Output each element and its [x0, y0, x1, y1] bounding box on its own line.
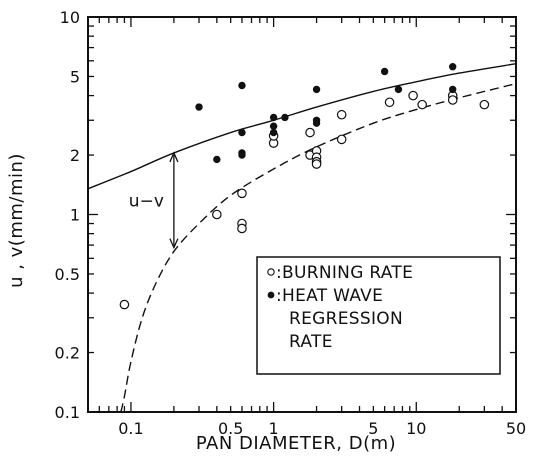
legend-label-heat-wave-line3: RATE [289, 332, 333, 352]
point-burning-rate [479, 99, 490, 110]
point-burning-rate [336, 109, 347, 120]
point-burning-rate [305, 127, 315, 138]
x-tick-label: 5 [368, 419, 378, 438]
point-burning-rate [237, 223, 247, 234]
x-tick-label: 1 [269, 419, 279, 438]
x-tick-label: 50 [506, 419, 526, 438]
point-burning-rate [408, 90, 418, 101]
legend-marker-heat-wave [267, 291, 275, 299]
legend-label-heat-wave-line1: :HEAT WAVE [276, 286, 383, 306]
curve-dashed [120, 82, 516, 412]
point-burning-rate [384, 97, 395, 108]
ticks-group: 0.1 0.2 0.5 1 2 5 10 0.1 0.5 1 5 10 50 [55, 8, 527, 438]
point-heat-wave [213, 155, 221, 164]
legend-marker-burning-rate [267, 268, 275, 276]
point-heat-wave [394, 85, 403, 94]
annotation-u-v: u−v [129, 191, 164, 211]
point-burning-rate [119, 299, 130, 310]
annotation-arrow-head-top [169, 151, 179, 163]
annotation-group: u−v [129, 151, 179, 250]
points-group [119, 63, 490, 310]
point-burning-rate [417, 99, 427, 110]
legend: :BURNING RATE :HEAT WAVE REGRESSION RATE [256, 256, 501, 375]
y-tick-label: 0.1 [55, 403, 80, 422]
curve-solid [88, 63, 516, 190]
point-heat-wave [195, 103, 203, 111]
x-axis-title: PAN DIAMETER, D(m) [196, 433, 396, 454]
legend-box [256, 256, 501, 375]
point-heat-wave [238, 81, 246, 90]
point-heat-wave [312, 119, 321, 127]
point-heat-wave [380, 67, 389, 76]
point-heat-wave [269, 128, 278, 137]
curves-group [88, 63, 516, 412]
point-heat-wave [312, 85, 321, 94]
point-heat-wave [448, 85, 457, 94]
point-heat-wave [448, 63, 457, 71]
legend-label-burning-rate: :BURNING RATE [276, 263, 413, 283]
point-heat-wave [281, 113, 289, 122]
point-burning-rate [447, 95, 458, 105]
y-tick-label: 0.2 [55, 344, 80, 363]
annotation-arrow-head-bottom [169, 238, 179, 250]
x-tick-label: 10 [406, 419, 426, 438]
point-heat-wave [269, 122, 278, 130]
x-tick-label: 0.5 [218, 419, 243, 438]
point-burning-rate [311, 159, 322, 169]
y-tick-label: 10 [60, 8, 80, 27]
y-axis-title: u , v(mm/min) [6, 153, 27, 288]
x-tick-label: 0.1 [118, 419, 143, 438]
y-tick-label: 5 [70, 67, 80, 86]
point-burning-rate [336, 134, 347, 145]
point-heat-wave [238, 128, 246, 137]
point-burning-rate [237, 188, 247, 199]
point-burning-rate [212, 209, 222, 220]
point-heat-wave [269, 113, 278, 122]
y-tick-label: 0.5 [55, 265, 80, 284]
point-heat-wave [238, 149, 246, 157]
y-tick-label: 1 [70, 206, 80, 225]
legend-label-heat-wave-line2: REGRESSION [289, 309, 403, 329]
y-tick-label: 2 [70, 146, 80, 165]
